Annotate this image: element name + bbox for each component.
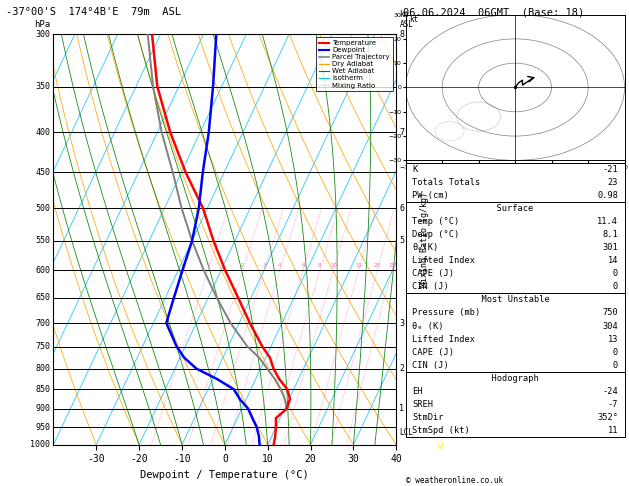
Text: 13: 13 — [608, 334, 618, 344]
Text: θₑ(K): θₑ(K) — [412, 243, 438, 252]
Text: 600: 600 — [35, 266, 50, 275]
Text: 650: 650 — [35, 293, 50, 302]
Text: 850: 850 — [35, 385, 50, 394]
Text: 304: 304 — [603, 322, 618, 330]
Text: 950: 950 — [35, 423, 50, 432]
Text: Temp (°C): Temp (°C) — [412, 217, 460, 226]
Text: -7: -7 — [608, 400, 618, 409]
Bar — [406, 202, 625, 294]
Text: 1: 1 — [206, 263, 209, 268]
Text: 352°: 352° — [597, 413, 618, 422]
Text: 14: 14 — [608, 256, 618, 265]
Text: km
ASL: km ASL — [399, 10, 413, 29]
Bar — [406, 294, 625, 372]
Text: 6: 6 — [399, 204, 404, 213]
Bar — [406, 372, 625, 437]
Text: kt: kt — [409, 15, 419, 24]
Text: 3: 3 — [399, 318, 404, 328]
Text: 0.98: 0.98 — [597, 191, 618, 200]
Text: 0: 0 — [613, 269, 618, 278]
Text: SREH: SREH — [412, 400, 433, 409]
Text: 11.4: 11.4 — [597, 217, 618, 226]
Text: PW (cm): PW (cm) — [412, 191, 449, 200]
Text: 0: 0 — [613, 282, 618, 291]
Text: 500: 500 — [35, 204, 50, 213]
Text: Dewp (°C): Dewp (°C) — [412, 230, 460, 239]
Text: StmSpd (kt): StmSpd (kt) — [412, 426, 470, 435]
Text: 900: 900 — [35, 404, 50, 413]
Text: Lifted Index: Lifted Index — [412, 256, 476, 265]
Text: © weatheronline.co.uk: © weatheronline.co.uk — [406, 476, 503, 485]
X-axis label: Dewpoint / Temperature (°C): Dewpoint / Temperature (°C) — [140, 470, 309, 480]
Text: LCL: LCL — [399, 428, 413, 437]
Text: 3: 3 — [262, 263, 266, 268]
Text: 7: 7 — [399, 128, 404, 137]
Text: 11: 11 — [608, 426, 618, 435]
Text: 15: 15 — [355, 263, 362, 268]
Text: 750: 750 — [603, 309, 618, 317]
Text: 700: 700 — [35, 318, 50, 328]
Text: 8: 8 — [318, 263, 321, 268]
Text: 800: 800 — [35, 364, 50, 373]
Text: 400: 400 — [35, 128, 50, 137]
Text: 8: 8 — [399, 30, 404, 38]
Text: 25: 25 — [388, 263, 396, 268]
Text: 2: 2 — [399, 364, 404, 373]
Text: CIN (J): CIN (J) — [412, 361, 449, 370]
Text: hPa: hPa — [34, 20, 50, 29]
Text: 0: 0 — [613, 347, 618, 357]
Text: 2: 2 — [241, 263, 244, 268]
Text: 10: 10 — [330, 263, 337, 268]
Text: Mixing Ratio (g/kg): Mixing Ratio (g/kg) — [420, 192, 429, 287]
Text: K: K — [412, 165, 418, 174]
Text: Totals Totals: Totals Totals — [412, 178, 481, 187]
Text: 4: 4 — [278, 263, 282, 268]
Text: 6: 6 — [301, 263, 304, 268]
Text: 450: 450 — [35, 168, 50, 177]
Text: -24: -24 — [603, 387, 618, 396]
Text: Lifted Index: Lifted Index — [412, 334, 476, 344]
Text: 350: 350 — [35, 82, 50, 91]
Text: 23: 23 — [608, 178, 618, 187]
Text: θₑ (K): θₑ (K) — [412, 322, 444, 330]
Text: Hodograph: Hodograph — [481, 374, 549, 383]
Text: Pressure (mb): Pressure (mb) — [412, 309, 481, 317]
Text: Most Unstable: Most Unstable — [470, 295, 560, 304]
Text: CAPE (J): CAPE (J) — [412, 269, 454, 278]
Text: 8.1: 8.1 — [603, 230, 618, 239]
Text: 301: 301 — [603, 243, 618, 252]
Text: 1: 1 — [399, 404, 404, 413]
Text: 0: 0 — [613, 361, 618, 370]
Text: -21: -21 — [603, 165, 618, 174]
Text: 5: 5 — [399, 236, 404, 245]
Text: CAPE (J): CAPE (J) — [412, 347, 454, 357]
Text: Surface: Surface — [486, 204, 544, 213]
Text: 1000: 1000 — [30, 440, 50, 449]
Text: 300: 300 — [35, 30, 50, 38]
Text: CIN (J): CIN (J) — [412, 282, 449, 291]
Text: 20: 20 — [374, 263, 381, 268]
Legend: Temperature, Dewpoint, Parcel Trajectory, Dry Adiabat, Wet Adiabat, Isotherm, Mi: Temperature, Dewpoint, Parcel Trajectory… — [316, 37, 392, 91]
Text: EH: EH — [412, 387, 423, 396]
Bar — [406, 163, 625, 202]
Text: 750: 750 — [35, 342, 50, 351]
Text: 550: 550 — [35, 236, 50, 245]
Text: 06.06.2024  06GMT  (Base: 18): 06.06.2024 06GMT (Base: 18) — [403, 7, 584, 17]
Text: StmDir: StmDir — [412, 413, 444, 422]
Text: -37°00'S  174°4B'E  79m  ASL: -37°00'S 174°4B'E 79m ASL — [6, 7, 181, 17]
